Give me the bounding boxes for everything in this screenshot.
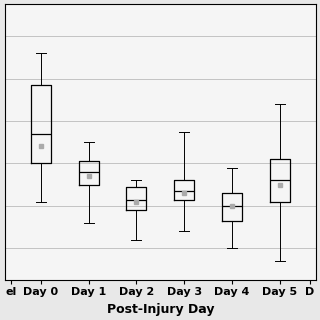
X-axis label: Post-Injury Day: Post-Injury Day xyxy=(107,303,214,316)
